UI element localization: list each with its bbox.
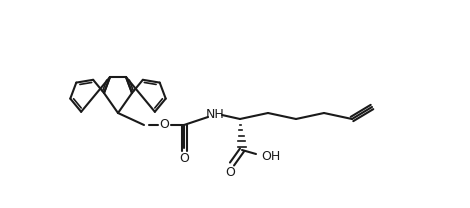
Text: O: O — [225, 166, 235, 178]
Text: NH: NH — [206, 109, 224, 121]
Text: O: O — [179, 151, 189, 165]
Text: O: O — [159, 119, 169, 131]
Text: OH: OH — [261, 150, 281, 162]
